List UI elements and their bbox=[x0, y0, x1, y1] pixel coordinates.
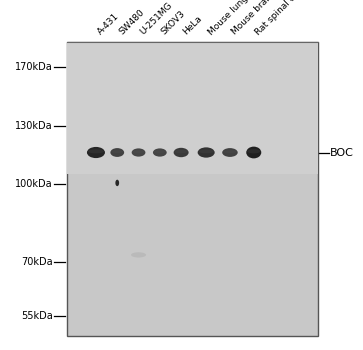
Ellipse shape bbox=[132, 150, 144, 153]
Text: SW480: SW480 bbox=[117, 8, 146, 37]
Text: SKOV3: SKOV3 bbox=[160, 9, 187, 37]
Ellipse shape bbox=[174, 148, 189, 157]
Text: 130kDa: 130kDa bbox=[15, 121, 53, 131]
Text: 55kDa: 55kDa bbox=[21, 310, 53, 321]
Ellipse shape bbox=[87, 147, 105, 158]
Text: Mouse brain: Mouse brain bbox=[230, 0, 276, 37]
Bar bbox=[67, 42, 318, 174]
Text: 70kDa: 70kDa bbox=[21, 258, 53, 267]
Text: HeLa: HeLa bbox=[181, 14, 204, 37]
Text: 170kDa: 170kDa bbox=[15, 62, 53, 72]
Ellipse shape bbox=[223, 150, 237, 153]
Text: A-431: A-431 bbox=[96, 12, 121, 37]
Text: 100kDa: 100kDa bbox=[15, 179, 53, 189]
Text: BOC: BOC bbox=[330, 147, 354, 158]
Ellipse shape bbox=[197, 147, 215, 158]
Ellipse shape bbox=[154, 150, 166, 153]
Ellipse shape bbox=[175, 150, 188, 153]
Text: U-251MG: U-251MG bbox=[139, 1, 174, 37]
Ellipse shape bbox=[199, 150, 214, 153]
Ellipse shape bbox=[131, 252, 146, 258]
Ellipse shape bbox=[246, 147, 261, 159]
Ellipse shape bbox=[132, 148, 146, 156]
Text: Rat spinal cord: Rat spinal cord bbox=[254, 0, 308, 37]
Ellipse shape bbox=[110, 148, 124, 157]
Ellipse shape bbox=[247, 149, 260, 153]
Ellipse shape bbox=[115, 180, 119, 186]
Ellipse shape bbox=[111, 150, 123, 153]
Bar bbox=[67, 42, 318, 336]
Text: Mouse lung: Mouse lung bbox=[206, 0, 249, 37]
Ellipse shape bbox=[222, 148, 238, 157]
Ellipse shape bbox=[153, 148, 167, 156]
Ellipse shape bbox=[88, 149, 104, 153]
